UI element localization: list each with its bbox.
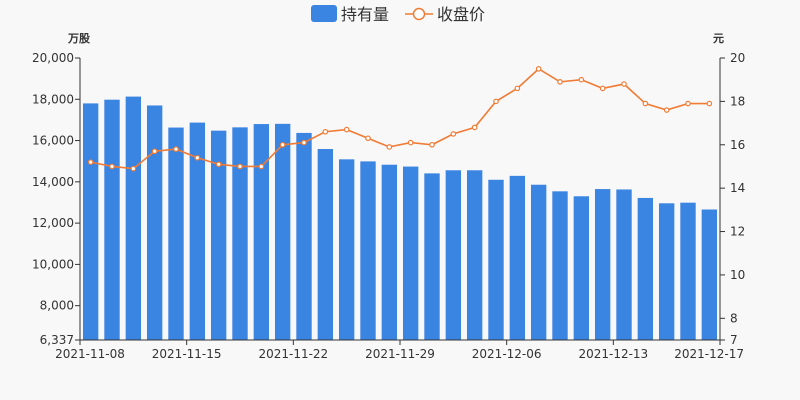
price-point — [471, 124, 478, 131]
right-axis: 7 8 10 12 14 16 18 20 — [719, 51, 745, 347]
holding-bars — [82, 96, 718, 341]
left-tick-label: 6,337 — [40, 333, 74, 347]
price-point — [685, 100, 691, 107]
price-point — [301, 139, 307, 146]
price-point — [706, 100, 713, 107]
holding-bar — [701, 209, 718, 340]
holding-bar — [637, 197, 654, 340]
right-tick-label: 14 — [730, 181, 745, 195]
left-tick-label: 20,000 — [32, 51, 74, 65]
holding-bar — [424, 173, 440, 340]
price-point — [621, 81, 627, 87]
right-tick-label: 7 — [730, 333, 738, 347]
price-point — [343, 126, 350, 133]
x-tick-label: 2021-11-22 — [258, 347, 328, 361]
left-tick-label: 14,000 — [32, 175, 74, 189]
legend-line-label[interactable]: 收盘价 — [437, 5, 485, 24]
holding-bar — [82, 103, 99, 340]
price-point — [365, 135, 371, 142]
holding-bar — [360, 161, 376, 340]
legend-bar-swatch[interactable] — [311, 5, 337, 22]
holding-bar — [658, 203, 675, 340]
holding-bar — [317, 149, 334, 340]
right-tick-label: 16 — [730, 138, 745, 152]
price-point — [642, 100, 649, 107]
left-tick-label: 18,000 — [32, 92, 74, 106]
price-point — [109, 163, 115, 170]
left-tick-label: 10,000 — [32, 257, 74, 271]
price-point — [151, 148, 158, 155]
price-line — [87, 66, 713, 172]
x-tick-label: 2021-11-29 — [365, 347, 435, 361]
x-tick-label: 2021-11-08 — [55, 347, 125, 361]
x-tick-label: 2021-12-17 — [674, 347, 744, 361]
right-tick-label: 20 — [730, 51, 745, 65]
price-point — [450, 131, 457, 137]
holding-bar — [274, 123, 291, 340]
legend-bar-label[interactable]: 持有量 — [341, 5, 389, 24]
holding-bar — [296, 132, 312, 340]
price-point — [663, 107, 670, 113]
price-point — [429, 141, 435, 148]
holding-bar — [210, 130, 227, 340]
holding-bar — [573, 196, 590, 340]
left-tick-label: 8,000 — [40, 299, 74, 313]
holding-bar — [402, 166, 419, 340]
price-point — [130, 165, 137, 172]
price-polyline — [90, 67, 710, 170]
price-point — [535, 66, 542, 72]
left-tick-label: 12,000 — [32, 216, 74, 230]
left-axis: 6,337 8,000 10,000 12,000 14,000 16,000 18,000… — [32, 51, 81, 347]
legend-line-marker[interactable] — [412, 7, 426, 21]
holding-bar — [680, 202, 696, 340]
holding-bar — [168, 127, 184, 341]
holding-bar — [616, 189, 632, 340]
right-tick-label: 18 — [730, 94, 745, 108]
holding-bar — [232, 127, 248, 340]
price-point — [599, 85, 606, 92]
price-point — [279, 141, 286, 148]
x-tick-label: 2021-11-15 — [152, 347, 222, 361]
holding-bar — [466, 170, 483, 340]
holding-bar — [338, 159, 355, 340]
price-point — [215, 161, 222, 168]
price-point — [386, 144, 393, 150]
holding-bar — [104, 99, 120, 340]
price-point — [194, 154, 201, 161]
right-tick-label: 12 — [730, 225, 745, 239]
right-axis-unit: 元 — [713, 32, 724, 45]
right-tick-label: 8 — [730, 311, 738, 325]
price-point — [493, 98, 499, 105]
holding-bar — [381, 164, 398, 340]
x-tick-label: 2021-12-06 — [472, 347, 542, 361]
price-point — [237, 163, 243, 170]
price-point — [514, 85, 521, 92]
holding-bar — [530, 184, 547, 340]
price-point — [407, 139, 414, 146]
left-axis-unit: 万股 — [67, 32, 91, 45]
holding-bar — [146, 105, 163, 340]
price-point — [87, 159, 94, 165]
holding-bar — [189, 122, 206, 341]
holding-bar — [594, 189, 611, 340]
legend[interactable]: 持有量 收盘价 — [311, 5, 485, 24]
price-point — [578, 76, 585, 83]
x-axis: 2021-11-08 2021-11-15 2021-11-22 2021-11-29… — [55, 339, 744, 361]
x-tick-label: 2021-12-13 — [578, 347, 648, 361]
holding-bar — [125, 96, 142, 340]
price-point — [557, 79, 563, 85]
right-tick-label: 10 — [730, 268, 745, 282]
holding-bar — [488, 179, 504, 340]
price-point — [173, 146, 179, 152]
price-point — [322, 128, 329, 135]
price-point — [258, 163, 265, 170]
holding-bar — [509, 175, 526, 340]
holding-bar — [552, 191, 568, 340]
holding-bar — [253, 124, 270, 340]
left-tick-label: 16,000 — [32, 134, 74, 148]
holding-bar — [445, 170, 462, 340]
